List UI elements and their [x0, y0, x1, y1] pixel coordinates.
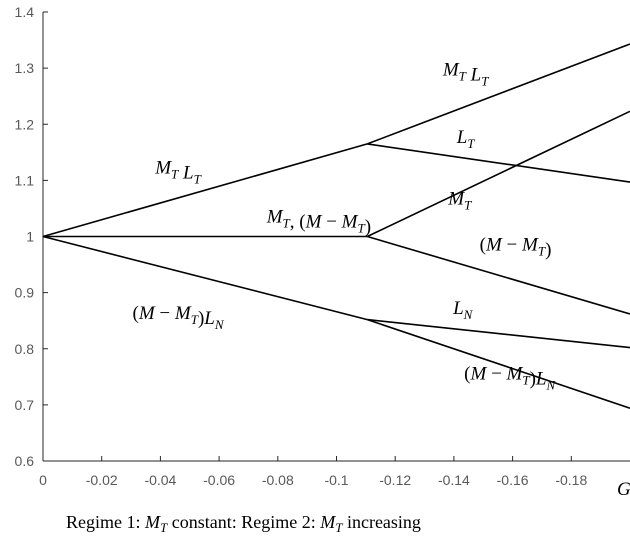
annotation-a-mmtln-right: (M − MT)LN — [464, 364, 556, 393]
y-tick-label: 0.8 — [15, 341, 35, 357]
series-line-mtlt-regime2 — [367, 43, 630, 145]
y-tick-label: 0.7 — [15, 397, 35, 413]
x-tick-label: -0.04 — [144, 472, 176, 488]
series-line-mmtln-regime2 — [367, 318, 630, 409]
annotation-a-lt: LT — [456, 127, 476, 151]
x-tick-label: -0.08 — [262, 472, 294, 488]
series-line-mtlt-regime1 — [42, 143, 368, 238]
x-axis-label: G — [617, 479, 630, 500]
x-tick-label: -0.06 — [203, 472, 235, 488]
annotation-a-mt-right: MT — [447, 189, 472, 213]
y-tick-label: 1.4 — [15, 4, 35, 20]
caption-var-2: M — [319, 512, 336, 532]
caption-var-1: M — [144, 512, 161, 532]
series-group — [42, 43, 630, 409]
annotation-a-mt-mid: MT, (M − MT) — [266, 206, 371, 237]
annotations: MT LT LT MT LT MT, (M − MT) MT (M − MT) (M − M… — [133, 59, 557, 392]
x-tick-label: -0.14 — [438, 472, 470, 488]
caption-part-3: increasing — [342, 512, 420, 532]
series-line-mmt-regime2 — [367, 235, 630, 315]
annotation-a-mtlt-upper: MT LT — [442, 59, 489, 88]
y-tick-label: 1.1 — [15, 172, 35, 188]
series-line-ln-regime2 — [367, 318, 630, 349]
series-line-lt-regime2 — [367, 143, 630, 183]
caption: Regime 1: MT constant: Regime 2: MT incr… — [66, 512, 421, 535]
caption-part-2: constant: Regime 2: — [167, 512, 320, 532]
y-tick-label: 0.9 — [15, 285, 35, 301]
annotation-a-ln: LN — [452, 298, 474, 322]
y-tick-label: 0.6 — [15, 453, 35, 469]
y-tick-label: 1 — [26, 229, 34, 245]
caption-sub-1: T — [160, 520, 168, 535]
y-tick-label: 1.2 — [15, 116, 35, 132]
x-tick-label: -0.1 — [324, 472, 348, 488]
y-axis: 0.6 0.7 0.8 0.9 1 1.1 1.2 1.3 1.4 — [15, 4, 48, 469]
series-line-mt-regime2 — [366, 110, 630, 238]
annotation-a-mmt: (M − MT) — [480, 235, 552, 261]
y-tick-label: 1.3 — [15, 60, 35, 76]
annotation-a-mtlt-left: MT LT — [154, 158, 201, 187]
x-tick-label: -0.02 — [86, 472, 118, 488]
caption-part-1: Regime 1: — [66, 512, 145, 532]
series-line-mmtln-regime1 — [42, 235, 368, 321]
x-tick-label: -0.18 — [555, 472, 587, 488]
x-tick-label: -0.12 — [379, 472, 411, 488]
caption-sub-2: T — [335, 520, 343, 535]
x-tick-label: -0.16 — [497, 472, 529, 488]
annotation-a-mmtln-left: (M − MT)LN — [133, 303, 225, 332]
x-tick-label: 0 — [39, 472, 47, 488]
